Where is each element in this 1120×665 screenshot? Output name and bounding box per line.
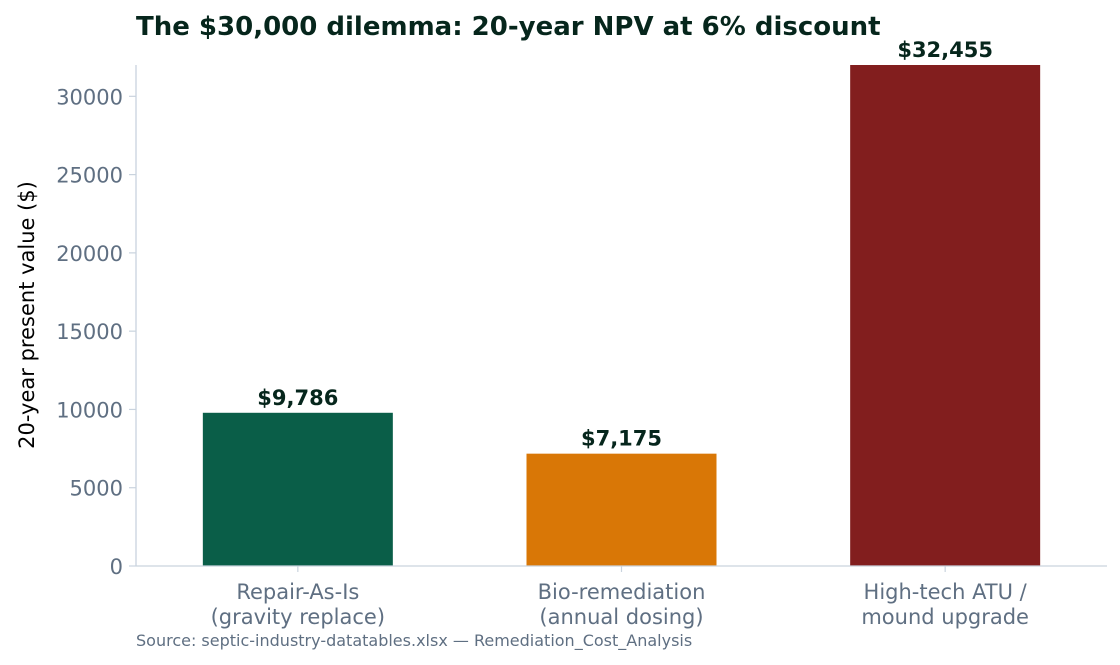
y-tick-label: 15000	[56, 320, 123, 344]
x-tick-label: (gravity replace)	[211, 605, 385, 629]
x-tick-label: mound upgrade	[861, 605, 1029, 629]
y-tick-label: 0	[110, 555, 123, 579]
source-note: Source: septic-industry-datatables.xlsx …	[136, 631, 692, 651]
bar-value-label: $32,455	[897, 38, 993, 62]
plot-area: 0 5000 10000 15000 20000 25000 30000 $9,786 Repa…	[56, 38, 1107, 629]
y-tick-label: 30000	[56, 85, 123, 109]
y-tick-label: 20000	[56, 242, 123, 266]
y-axis-label: 20-year present value ($)	[15, 181, 39, 449]
y-tick-label: 5000	[70, 477, 123, 501]
bar-value-label: $7,175	[581, 427, 662, 451]
x-tick-label: (annual dosing)	[539, 605, 703, 629]
x-tick-label: Repair-As-Is	[236, 580, 359, 604]
x-tick-label: High-tech ATU /	[864, 580, 1028, 604]
bar	[526, 453, 717, 566]
x-tick-label: Bio-remediation	[538, 580, 706, 604]
chart-title: The $30,000 dilemma: 20-year NPV at 6% d…	[136, 12, 881, 42]
bar-value-label: $9,786	[257, 386, 338, 410]
y-tick-label: 10000	[56, 398, 123, 422]
bar	[202, 412, 393, 566]
bar	[850, 65, 1041, 566]
y-tick-label: 25000	[56, 164, 123, 188]
